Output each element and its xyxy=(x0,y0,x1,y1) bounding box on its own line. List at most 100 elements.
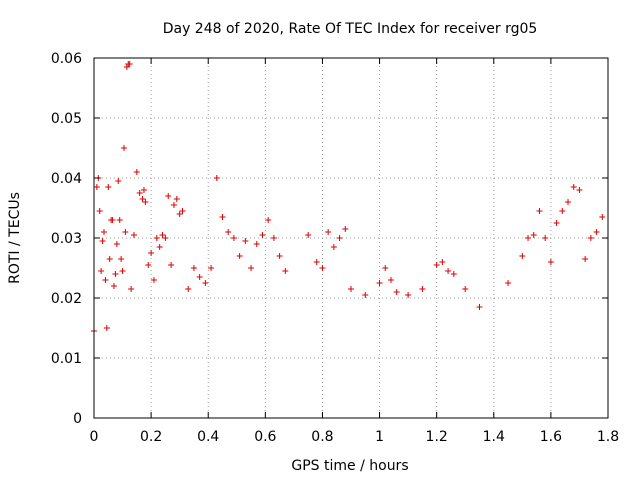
data-point xyxy=(123,64,130,70)
data-point xyxy=(319,265,326,271)
data-point xyxy=(587,235,594,241)
data-point xyxy=(525,235,532,241)
data-point xyxy=(190,265,197,271)
x-tick-labels: 0 0.2 0.4 0.6 0.8 1 1.2 1.4 1.6 1.8 xyxy=(90,429,620,445)
data-point xyxy=(170,202,177,208)
data-point xyxy=(325,229,332,235)
data-point xyxy=(162,235,169,241)
x-tick-label: 1 xyxy=(375,429,384,445)
x-tick-label: 1.4 xyxy=(483,429,505,445)
data-point xyxy=(126,61,133,67)
data-point xyxy=(156,244,163,250)
x-tick-label: 0.8 xyxy=(311,429,333,445)
data-point xyxy=(219,214,226,220)
data-point xyxy=(99,238,106,244)
data-point xyxy=(450,271,457,277)
y-tick-label: 0.03 xyxy=(51,231,82,247)
data-point xyxy=(593,229,600,235)
data-point xyxy=(376,280,383,286)
data-point xyxy=(559,208,566,214)
data-point xyxy=(305,232,312,238)
y-tick-label: 0.05 xyxy=(51,111,82,127)
data-point xyxy=(145,262,152,268)
data-point xyxy=(122,229,129,235)
data-point xyxy=(519,253,526,259)
data-point xyxy=(253,241,260,247)
data-point xyxy=(133,169,140,175)
data-point xyxy=(150,277,157,283)
data-point xyxy=(98,268,105,274)
x-tick-label: 1.8 xyxy=(597,429,619,445)
chart-title: Day 248 of 2020, Rate Of TEC Index for r… xyxy=(163,21,538,37)
data-point xyxy=(139,196,146,202)
data-point xyxy=(140,187,147,193)
data-point xyxy=(136,190,143,196)
x-tick-label: 0.2 xyxy=(140,429,162,445)
data-point xyxy=(185,286,192,292)
data-point xyxy=(387,277,394,283)
data-point xyxy=(505,280,512,286)
data-point xyxy=(348,286,354,292)
x-tick-label: 0.6 xyxy=(254,429,276,445)
x-axis-label: GPS time / hours xyxy=(291,458,408,474)
data-point xyxy=(570,184,577,190)
data-point xyxy=(153,235,160,241)
data-point xyxy=(342,226,349,232)
data-point xyxy=(582,256,589,262)
data-point xyxy=(202,280,209,286)
data-point xyxy=(120,145,127,151)
data-point xyxy=(100,229,107,235)
data-point xyxy=(165,193,172,199)
data-point xyxy=(433,262,440,268)
data-point xyxy=(242,238,249,244)
data-point xyxy=(439,259,446,265)
data-point xyxy=(208,265,215,271)
data-point xyxy=(259,232,266,238)
data-point xyxy=(128,286,135,292)
y-tick-label: 0.06 xyxy=(51,51,82,67)
data-point xyxy=(103,325,110,331)
data-point xyxy=(179,208,186,214)
data-point xyxy=(110,283,117,289)
data-point xyxy=(118,256,125,262)
data-point xyxy=(270,235,277,241)
data-point xyxy=(248,265,255,271)
data-point xyxy=(225,229,232,235)
data-point xyxy=(105,184,112,190)
y-tick-label: 0 xyxy=(73,411,82,427)
data-point xyxy=(148,250,155,256)
data-point xyxy=(265,217,272,223)
data-point xyxy=(565,199,572,205)
data-point xyxy=(576,187,583,193)
data-point xyxy=(113,241,120,247)
data-point xyxy=(159,232,166,238)
y-tick-label: 0.02 xyxy=(51,291,82,307)
y-axis-label: ROTI / TECUs xyxy=(7,192,23,284)
data-point xyxy=(230,235,237,241)
data-point xyxy=(116,217,123,223)
data-point xyxy=(93,184,100,190)
data-point xyxy=(330,244,337,250)
data-point xyxy=(445,268,452,274)
y-tick-label: 0.04 xyxy=(51,171,82,187)
data-point xyxy=(553,220,560,226)
data-point xyxy=(109,217,116,223)
data-point xyxy=(462,286,469,292)
y-tick-labels: 0 0.01 0.02 0.03 0.04 0.05 0.06 xyxy=(51,51,82,427)
data-point xyxy=(536,208,543,214)
data-point xyxy=(313,259,320,265)
grid-lines xyxy=(94,58,608,418)
data-point xyxy=(282,268,289,274)
data-point xyxy=(530,232,537,238)
x-tick-label: 0 xyxy=(90,429,99,445)
x-tick-label: 0.4 xyxy=(197,429,219,445)
data-point xyxy=(106,256,113,262)
data-point xyxy=(405,292,412,298)
x-tick-label: 1.2 xyxy=(426,429,448,445)
data-point xyxy=(362,292,369,298)
data-point xyxy=(102,277,109,283)
data-point xyxy=(599,214,606,220)
data-point xyxy=(142,199,149,205)
data-point xyxy=(176,211,183,217)
